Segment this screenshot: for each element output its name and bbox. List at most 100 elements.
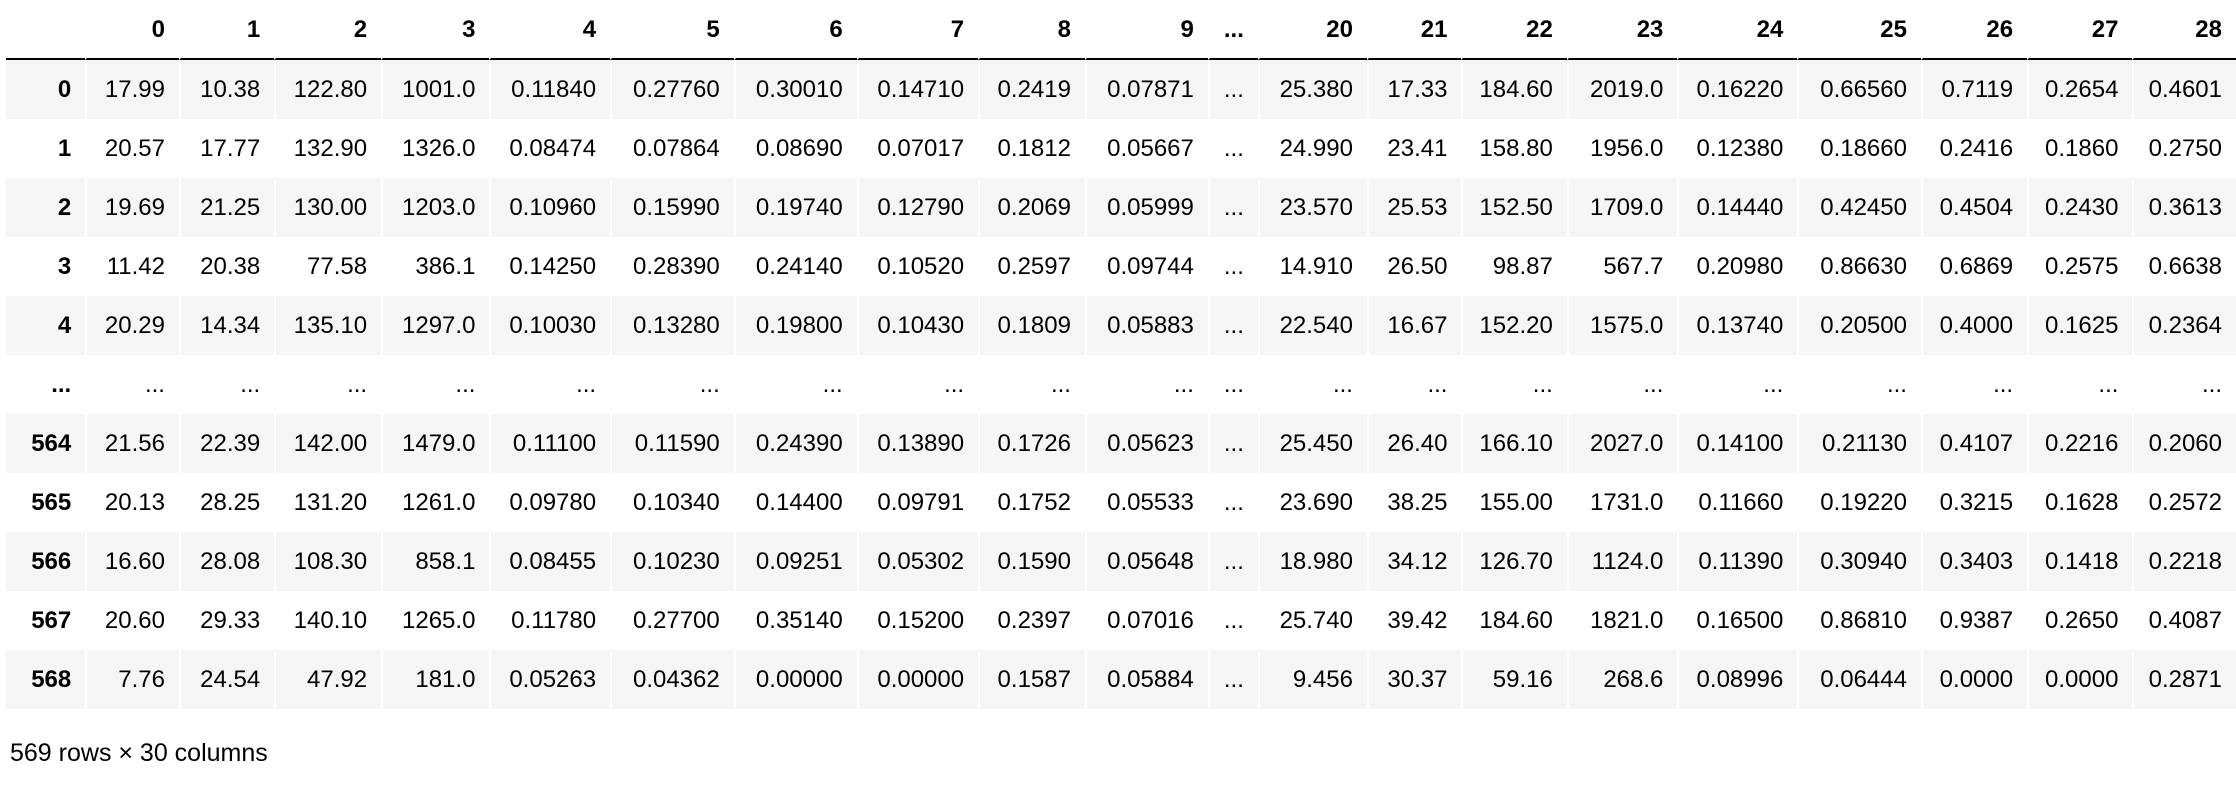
cell: ... xyxy=(274,355,381,414)
cell: 0.42450 xyxy=(1797,178,1921,237)
cell: 0.3613 xyxy=(2132,178,2236,237)
cell: ... xyxy=(1461,355,1566,414)
cell: 0.11100 xyxy=(489,414,611,473)
cell: 18.980 xyxy=(1257,532,1367,591)
cell: 0.2597 xyxy=(978,237,1085,296)
cell: 0.2216 xyxy=(2027,414,2133,473)
cell: 0.20500 xyxy=(1797,296,1921,355)
cell: 26.40 xyxy=(1366,414,1462,473)
cell: 1001.0 xyxy=(381,60,490,119)
cell: 0.0000 xyxy=(1920,650,2028,709)
cell: 0.07871 xyxy=(1084,60,1208,119)
cell: ... xyxy=(1207,591,1258,650)
cell: 0.1625 xyxy=(2027,296,2133,355)
column-header: 28 xyxy=(2132,4,2236,60)
cell: 0.16500 xyxy=(1677,591,1797,650)
cell: ... xyxy=(1257,355,1367,414)
cell: 0.2218 xyxy=(2132,532,2236,591)
cell: 59.16 xyxy=(1461,650,1567,709)
column-header: 6 xyxy=(733,4,857,60)
cell: 47.92 xyxy=(274,650,382,709)
cell: 16.67 xyxy=(1366,296,1462,355)
column-header: 8 xyxy=(978,4,1085,60)
cell: 0.1628 xyxy=(2027,473,2132,532)
cell: 1479.0 xyxy=(381,414,490,473)
cell: 0.11840 xyxy=(489,60,611,119)
cell: 29.33 xyxy=(178,591,274,650)
cell: 1124.0 xyxy=(1566,532,1678,591)
cell: 16.60 xyxy=(85,532,179,591)
dataframe-scroll-area[interactable]: 0 1 2 3 4 5 6 7 8 9... 20 21 22 23 24 25 26 27 28 0 17.99 10… xyxy=(6,4,2236,709)
cell: 0.09251 xyxy=(733,532,857,591)
cell: ... xyxy=(2132,355,2236,414)
cell: 0.30940 xyxy=(1797,532,1921,591)
cell: 0.05263 xyxy=(489,650,611,709)
cell: 1265.0 xyxy=(381,591,489,650)
cell: ... xyxy=(978,355,1085,414)
cell: 28.08 xyxy=(178,532,275,591)
cell: 0.11780 xyxy=(489,591,610,650)
cell: 166.10 xyxy=(1461,414,1567,473)
column-header: 3 xyxy=(381,4,490,60)
cell: 386.1 xyxy=(381,237,489,296)
cell: 0.2060 xyxy=(2132,414,2236,473)
table-row: 566 16.60 28.08 108.30 858.1 0.08455 0.10230 0.… xyxy=(6,532,2236,591)
cell: 0.27760 xyxy=(610,60,734,119)
cell: 0.05999 xyxy=(1084,178,1208,237)
cell: 122.80 xyxy=(274,60,382,119)
row-index: 2 xyxy=(6,178,86,237)
cell: 0.15200 xyxy=(856,591,978,650)
cell: 0.10230 xyxy=(610,532,734,591)
cell: 0.24140 xyxy=(733,237,857,296)
cell: 0.2430 xyxy=(2027,178,2133,237)
cell: 21.56 xyxy=(85,414,179,473)
cell: 181.0 xyxy=(381,650,490,709)
column-header: 24 xyxy=(1677,4,1798,60)
cell: 0.14100 xyxy=(1677,414,1798,473)
cell: 0.09744 xyxy=(1084,237,1208,296)
cell: 0.2572 xyxy=(2132,473,2236,532)
cell: ... xyxy=(85,355,179,414)
cell: 0.00000 xyxy=(733,650,857,709)
cell: 0.1726 xyxy=(978,414,1085,473)
cell: 0.07864 xyxy=(610,119,734,178)
cell: 11.42 xyxy=(85,237,179,296)
column-header: 0 xyxy=(85,4,179,60)
cell: 132.90 xyxy=(274,119,381,178)
cell: 0.12380 xyxy=(1677,119,1797,178)
column-header: 4 xyxy=(489,4,611,60)
cell: ... xyxy=(733,355,857,414)
cell: 0.12790 xyxy=(856,178,979,237)
cell: 0.08474 xyxy=(489,119,610,178)
cell: 0.06444 xyxy=(1797,650,1921,709)
cell: 0.10030 xyxy=(489,296,611,355)
cell: 17.99 xyxy=(85,60,179,119)
cell: 2019.0 xyxy=(1566,60,1678,119)
cell: 38.25 xyxy=(1366,473,1462,532)
cell: 155.00 xyxy=(1461,473,1566,532)
cell: 20.57 xyxy=(85,119,179,178)
cell: ... xyxy=(1207,355,1258,414)
cell: 10.38 xyxy=(178,60,275,119)
cell: 20.38 xyxy=(178,237,274,296)
cell: 17.77 xyxy=(178,119,274,178)
cell: 130.00 xyxy=(274,178,382,237)
cell: ... xyxy=(1207,237,1258,296)
cell: 567.7 xyxy=(1566,237,1678,296)
column-header: 20 xyxy=(1257,4,1367,60)
cell: ... xyxy=(178,355,274,414)
cell: 0.16220 xyxy=(1677,60,1798,119)
row-index: ... xyxy=(51,371,72,398)
cell: 0.07016 xyxy=(1084,591,1208,650)
cell: 14.34 xyxy=(178,296,275,355)
column-header: 9 xyxy=(1084,4,1208,60)
row-index: 0 xyxy=(6,60,86,119)
cell: 0.2871 xyxy=(2132,650,2236,709)
column-header: 27 xyxy=(2027,4,2133,60)
cell: ... xyxy=(2027,355,2132,414)
cell: 131.20 xyxy=(274,473,381,532)
table-row: 564 21.56 22.39 142.00 1479.0 0.11100 0.11590 0… xyxy=(6,414,2236,473)
cell: ... xyxy=(381,355,489,414)
cell: 0.4107 xyxy=(1920,414,2028,473)
cell: 0.11590 xyxy=(610,414,734,473)
